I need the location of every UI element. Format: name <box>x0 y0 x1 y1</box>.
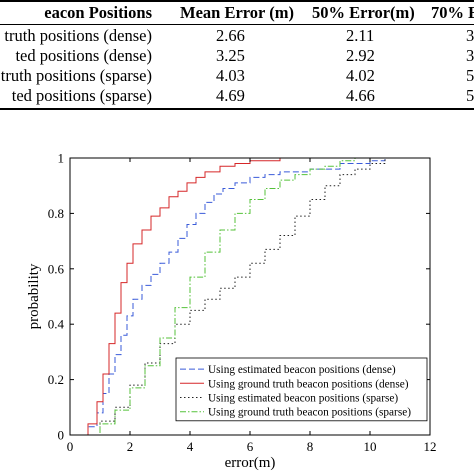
table-header-positions: eacon Positions <box>44 3 152 22</box>
table-row-2-50: 2.92 <box>346 46 375 65</box>
table-row-1-50: 2.11 <box>346 26 375 45</box>
table-header-rule <box>0 24 474 25</box>
table-row-2-mean: 3.25 <box>216 46 245 65</box>
series-line-2 <box>79 157 325 436</box>
x-tick-label: 8 <box>307 439 314 454</box>
table-row-4-70: 5 <box>466 86 474 105</box>
x-tick-label: 4 <box>187 439 194 454</box>
x-tick-label: 6 <box>247 439 254 454</box>
results-table: eacon Positions Mean Error (m) 50% Error… <box>0 0 474 110</box>
legend-label-2: Using ground truth beacon positions (den… <box>208 378 409 390</box>
legend-label-3: Using estimated beacon positions (sparse… <box>208 393 398 405</box>
table-row-2-label: ted positions (dense) <box>15 46 152 65</box>
x-tick-label: 2 <box>127 439 134 454</box>
legend-label-1: Using estimated beacon positions (dense) <box>208 364 396 376</box>
y-tick-label: 0.6 <box>48 261 65 276</box>
y-tick-label: 0.4 <box>48 317 65 332</box>
table-row-4-mean: 4.69 <box>216 86 245 105</box>
x-tick-label: 12 <box>424 439 437 454</box>
table-bottom-rule <box>0 108 474 110</box>
table-row-3-label: truth positions (sparse) <box>0 66 152 85</box>
table-row-4-50: 4.66 <box>346 86 375 105</box>
table-row-1-label: truth positions (dense) <box>4 26 152 45</box>
series-line-1 <box>79 158 386 436</box>
table-header-50-error: 50% Error(m) <box>312 3 415 22</box>
table-row-4-label: ted positions (sparse) <box>11 86 152 105</box>
y-tick-label: 0.2 <box>48 372 64 387</box>
x-tick-label: 10 <box>364 439 377 454</box>
table-row-3-mean: 4.03 <box>216 66 245 85</box>
series-line-4 <box>79 158 356 436</box>
table-row-1-70: 3 <box>466 26 474 45</box>
y-axis-label: probability <box>26 263 42 329</box>
legend-box <box>175 357 428 422</box>
x-axis-label: error(m) <box>225 455 276 471</box>
y-tick-label: 0 <box>58 428 65 443</box>
y-tick-label: 1 <box>58 151 65 166</box>
table-row-3-50: 4.02 <box>346 66 375 85</box>
x-tick-label: 0 <box>67 439 74 454</box>
cdf-chart: 0 2 4 6 8 10 12 0 0.2 0.4 0.6 0.8 1 Using estimated … <box>26 151 437 472</box>
table-top-rule <box>0 0 474 2</box>
y-tick-label: 0.8 <box>48 206 64 221</box>
table-header-mean-error: Mean Error (m) <box>180 3 294 22</box>
table-row-3-70: 5 <box>466 66 474 85</box>
table-row-1-mean: 2.66 <box>216 26 245 45</box>
legend-label-4: Using ground truth beacon positions (spa… <box>208 407 411 419</box>
table-header-70-error: 70% E <box>431 3 474 22</box>
table-row-2-70: 3 <box>466 46 474 65</box>
